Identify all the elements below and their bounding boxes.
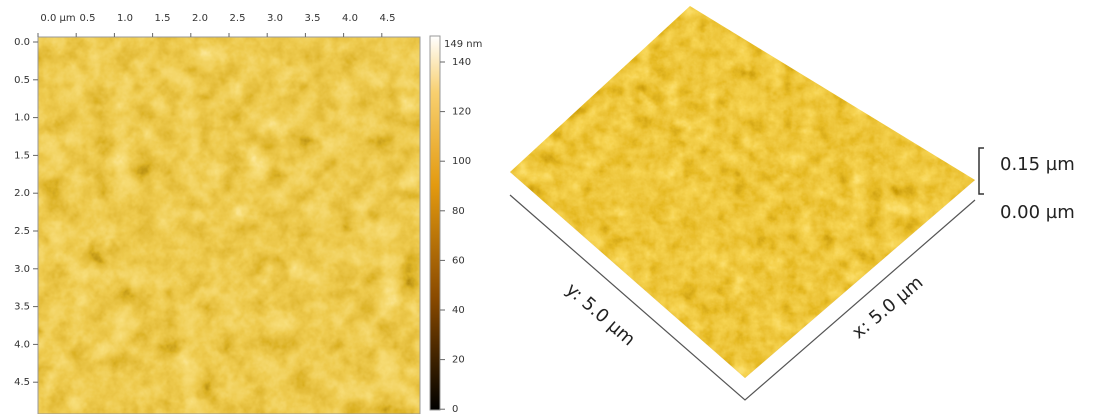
z-label-top: 0.15 µm — [1000, 154, 1075, 175]
surface-3d — [500, 0, 980, 395]
x-tick-label: 0.0 µm — [40, 13, 75, 24]
z-scale — [979, 148, 984, 194]
surface-texture — [500, 0, 980, 380]
x-tick-label: 0.5 — [80, 13, 96, 24]
y-tick-label: 0.0 — [14, 37, 30, 48]
colorbar-tick-label: 140 — [452, 57, 471, 68]
y-tick-label: 4.0 — [14, 339, 30, 350]
colorbar-max: 149 nm — [444, 39, 482, 50]
x-tick-label: 2.5 — [230, 13, 246, 24]
z-label-bottom: 0.00 µm — [1000, 202, 1075, 223]
colorbar-tick-label: 0 — [452, 404, 458, 414]
y-axis-label: y: 5.0 µm — [562, 279, 640, 350]
y-tick-label: 4.5 — [14, 377, 30, 388]
colorbar-tick-label: 40 — [452, 305, 465, 316]
x-tick-label: 4.5 — [380, 13, 396, 24]
x-tick-label: 4.0 — [342, 13, 358, 24]
x-tick-label: 1.5 — [155, 13, 171, 24]
colorbar-tick-label: 120 — [452, 107, 471, 118]
y-tick-label: 3.5 — [14, 302, 30, 313]
colorbar — [430, 36, 440, 410]
y-tick-label: 2.5 — [14, 226, 30, 237]
x-tick-label: 3.5 — [305, 13, 321, 24]
colorbar-tick-label: 80 — [452, 206, 465, 217]
y-tick-label: 2.0 — [14, 188, 30, 199]
y-tick-label: 0.5 — [14, 75, 30, 86]
x-tick-label: 2.0 — [192, 13, 208, 24]
y-tick-label: 3.0 — [14, 264, 30, 275]
y-tick-label: 1.0 — [14, 113, 30, 124]
colorbar-tick-label: 100 — [452, 156, 471, 167]
height-map — [38, 37, 420, 414]
x-tick-label: 3.0 — [267, 13, 283, 24]
colorbar-tick-label: 20 — [452, 355, 465, 366]
x-tick-label: 1.0 — [117, 13, 133, 24]
y-tick-label: 1.5 — [14, 150, 30, 161]
figure: 149 nm 0.15 µm 0.00 µm y: 5.0 µm x: 5.0 … — [0, 0, 1097, 414]
x-axis-label: x: 5.0 µm — [848, 272, 927, 343]
colorbar-tick-label: 60 — [452, 255, 465, 266]
